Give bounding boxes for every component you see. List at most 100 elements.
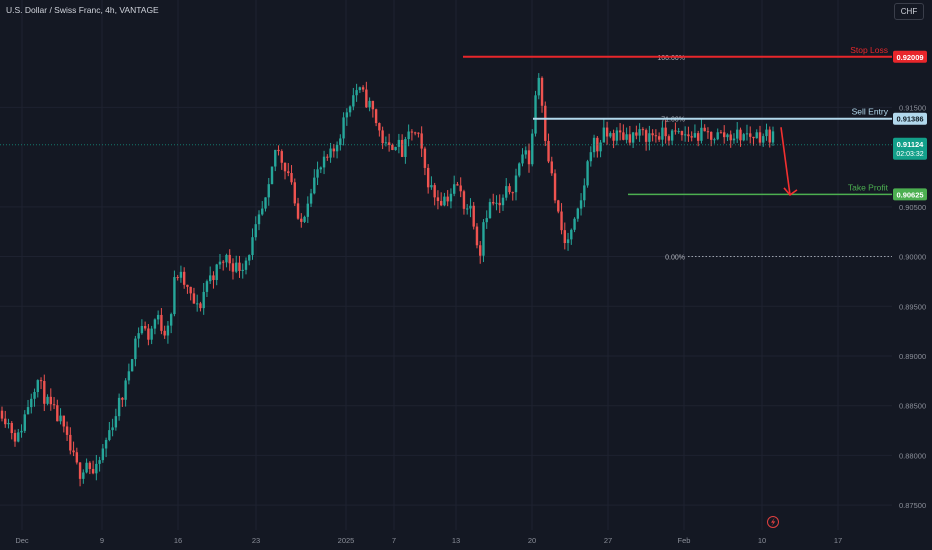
candle-body (303, 216, 306, 222)
candle-body (417, 132, 420, 134)
candle-body (101, 448, 105, 461)
candle-body (244, 260, 248, 270)
candle-body (488, 202, 492, 219)
candle-body (768, 129, 771, 143)
candle-body (287, 171, 290, 174)
candle-body (719, 132, 723, 134)
candle-body (329, 148, 332, 158)
candle-body (423, 148, 427, 168)
candle-body (602, 127, 606, 143)
y-tick-label: 0.87500 (899, 501, 926, 510)
candle-body (43, 381, 46, 404)
candle-body (62, 415, 66, 427)
candle-body (631, 132, 635, 143)
candle-body (121, 397, 124, 400)
candle-body (420, 133, 423, 149)
candle-body (531, 133, 534, 165)
candle-body (736, 129, 739, 139)
candle-body (557, 200, 560, 212)
candle-body (615, 130, 619, 141)
candle-body (609, 133, 612, 137)
candle-body (235, 262, 238, 272)
x-tick-label: 13 (452, 536, 460, 545)
x-tick-label: 10 (758, 536, 766, 545)
candle-body (114, 416, 118, 428)
candle-body (589, 152, 593, 162)
candle-body (0, 410, 4, 419)
candle-body (690, 136, 693, 138)
candle-body (251, 237, 254, 256)
lightning-icon[interactable] (767, 516, 779, 528)
fib-level-label: 71.00% (661, 117, 685, 124)
candle-body (69, 434, 72, 451)
candle-body (261, 208, 264, 215)
candle-body (466, 208, 469, 210)
candle-body (225, 254, 228, 263)
candle-body (309, 193, 313, 204)
candle-body (355, 90, 358, 96)
candle-body (378, 123, 381, 131)
currency-badge[interactable]: CHF (894, 3, 924, 20)
candle-body (78, 462, 82, 479)
candle-body (192, 293, 196, 304)
symbol-title: U.S. Dollar / Swiss Franc, 4h, VANTAGE (6, 5, 159, 15)
candle-body (762, 136, 765, 143)
candle-body (381, 130, 384, 144)
x-tick-label: 2025 (338, 536, 355, 545)
candle-body (319, 167, 323, 170)
candle-body (683, 134, 687, 136)
fib-level-label: 100.00% (657, 55, 685, 62)
candle-body (524, 150, 527, 155)
candle-body (85, 462, 88, 473)
y-tick-label: 0.90500 (899, 203, 926, 212)
candle-body (739, 129, 742, 141)
candle-body (452, 184, 456, 194)
candle-body (677, 131, 680, 133)
candle-body (26, 407, 30, 415)
candle-body (605, 127, 609, 137)
candle-body (205, 281, 209, 292)
candle-body (547, 140, 550, 162)
candle-body (492, 202, 495, 204)
candle-body (696, 133, 700, 141)
candle-body (150, 328, 153, 340)
candle-body (501, 197, 505, 206)
candle-body (732, 138, 736, 141)
current-price-tag (893, 137, 927, 160)
candle-body (654, 135, 658, 137)
candle-body (534, 95, 537, 134)
candle-body (117, 397, 121, 417)
candle-body (413, 132, 417, 134)
candle-body (443, 196, 446, 206)
candle-body (267, 184, 270, 198)
candle-body (160, 314, 163, 331)
candle-body (209, 275, 212, 282)
candle-body (479, 245, 482, 256)
y-tick-label: 0.88500 (899, 402, 926, 411)
candle-body (212, 275, 215, 281)
candle-body (670, 130, 674, 141)
candle-body (709, 131, 713, 140)
candle-body (706, 131, 710, 133)
candle-body (651, 133, 654, 136)
candle-body (342, 117, 345, 139)
candle-body (540, 77, 544, 106)
countdown-text: 02:03:32 (896, 151, 923, 158)
candle-body (644, 130, 648, 142)
candle-body (46, 396, 49, 404)
candle-body (143, 325, 147, 329)
candle-body (635, 132, 638, 136)
fib-level-label: 0.00% (665, 255, 685, 262)
candle-body (391, 144, 394, 150)
candle-body (147, 328, 150, 340)
candle-body (456, 184, 459, 186)
candle-body (426, 167, 430, 188)
candle-body (238, 262, 241, 271)
candle-body (622, 132, 625, 140)
x-tick-label: 27 (604, 536, 612, 545)
candle-body (693, 133, 697, 138)
candle-body (433, 185, 436, 198)
